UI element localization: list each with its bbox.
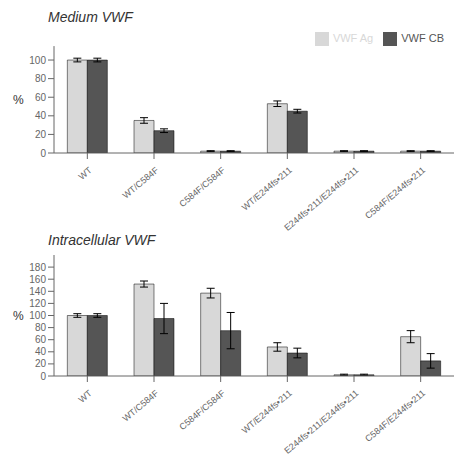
html-text:VWF CB: VWF CB: [401, 32, 444, 44]
svg-text:120: 120: [29, 298, 46, 309]
svg-text:C584F/E244fs•211: C584F/E244fs•211: [363, 388, 427, 444]
svg-text:0: 0: [40, 148, 46, 159]
svg-text:180: 180: [29, 262, 46, 273]
svg-text:0: 0: [40, 371, 46, 382]
svg-text:%: %: [13, 93, 24, 107]
svg-text:20: 20: [35, 129, 47, 140]
svg-text:WT: WT: [77, 388, 95, 405]
svg-text:100: 100: [29, 310, 46, 321]
svg-text:E244fs•211/E244fs•211: E244fs•211/E244fs•211: [282, 388, 360, 454]
svg-text:140: 140: [29, 286, 46, 297]
svg-text:40: 40: [35, 110, 47, 121]
svg-text:WT/E244fs•211: WT/E244fs•211: [240, 165, 294, 213]
svg-text:C584F/E244fs•211: C584F/E244fs•211: [363, 165, 427, 221]
html-text:Medium VWF: Medium VWF: [48, 9, 133, 25]
svg-text:160: 160: [29, 274, 46, 285]
svg-text:WT: WT: [77, 165, 95, 182]
svg-text:%: %: [13, 309, 24, 323]
html-text:Intracellular VWF: Intracellular VWF: [48, 232, 156, 248]
html-text:VWF Ag: VWF Ag: [332, 32, 374, 44]
svg-text:C584F/C584F: C584F/C584F: [177, 388, 227, 432]
svg-text:60: 60: [35, 92, 47, 103]
svg-text:E244fs•211/E244fs•211: E244fs•211/E244fs•211: [282, 165, 360, 231]
svg-text:C584F/C584F: C584F/C584F: [177, 165, 227, 209]
svg-text:80: 80: [35, 73, 47, 84]
svg-text:WT/C584F: WT/C584F: [121, 165, 161, 201]
svg-text:80: 80: [35, 322, 47, 333]
svg-text:100: 100: [29, 55, 46, 66]
svg-text:WT/C584F: WT/C584F: [121, 388, 161, 424]
svg-text:40: 40: [35, 346, 47, 357]
svg-text:WT/E244fs•211: WT/E244fs•211: [240, 388, 294, 436]
svg-text:20: 20: [35, 358, 47, 369]
svg-text:60: 60: [35, 334, 47, 345]
